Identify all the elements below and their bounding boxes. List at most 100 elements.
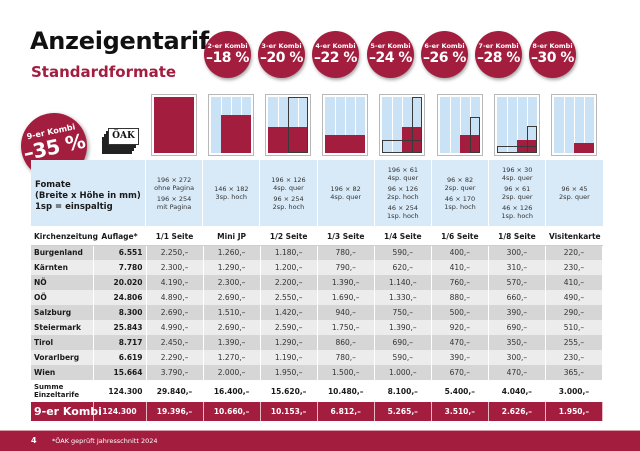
price-cell: 10.153,– <box>260 402 318 421</box>
column-divider <box>563 97 565 153</box>
column-header: Auflage* <box>93 229 147 246</box>
spec-desc: 2sp. quer <box>559 193 590 201</box>
kombi-row: 9-er Kombi 124.300 19.396,– 10.660,– 10.153,… <box>31 402 604 421</box>
footer-divider <box>0 430 640 431</box>
price-cell: 940,– <box>317 305 375 320</box>
table-row: Salzburg 8.300 2.690,– 1.510,– 1.420,– 940,– 7… <box>31 305 604 320</box>
price-cell: 750,– <box>374 305 432 320</box>
price-cell: 410,– <box>431 260 489 275</box>
column-header: Visitenkarte <box>545 229 604 246</box>
badge-value: –26 % <box>423 50 466 66</box>
alt-ad-outline <box>287 97 308 153</box>
spec-size: 196 × 61 <box>387 166 418 174</box>
column-header: 1/4 Seite <box>374 229 432 246</box>
tariff-table: Kirchenzeitung Auflage* 1/1 Seite Mini JP 1/… <box>31 229 604 421</box>
spec-label-line: Fomate <box>35 180 71 190</box>
price-cell: 1.750,– <box>317 320 375 335</box>
badge-value: –30 % <box>531 50 574 66</box>
price-cell: 8.100,– <box>374 380 432 402</box>
footer-bar: 4 *ÖAK geprüft Jahresschnitt 2024 <box>0 431 640 451</box>
price-cell: 2.550,– <box>260 290 318 305</box>
format-spec: 196 × 82 4sp. quer <box>316 160 374 226</box>
column-header: Mini JP <box>203 229 261 246</box>
price-cell: 570,– <box>488 275 546 290</box>
spec-size: 46 × 170 <box>444 194 476 203</box>
price-cell: 2.690,– <box>146 305 204 320</box>
price-cell: 1.190,– <box>260 350 318 365</box>
price-cell: 310,– <box>488 260 546 275</box>
format-icon-cell <box>545 94 602 156</box>
price-cell: 510,– <box>545 320 604 335</box>
circulation-cell: 6.619 <box>93 350 147 365</box>
price-cell: 3.510,– <box>431 402 489 421</box>
spec-size: 96 × 45 <box>561 185 588 193</box>
price-cell: 2.450,– <box>146 335 204 350</box>
column-header: 1/1 Seite <box>146 229 204 246</box>
table-row: Tirol 8.717 2.450,– 1.390,– 1.290,– 860,– 690,… <box>31 335 604 350</box>
row-label: Tirol <box>31 335 94 350</box>
row-label: Summe Einzeltarife <box>31 380 94 402</box>
price-cell: 390,– <box>431 350 489 365</box>
badge-label: 2-er Kombi <box>207 42 248 50</box>
row-label: NÖ <box>31 275 94 290</box>
price-cell: 2.690,– <box>203 320 261 335</box>
column-divider <box>277 97 279 153</box>
page-title: Anzeigentarife <box>30 27 225 55</box>
row-label: Wien <box>31 365 94 380</box>
format-icon-cell <box>431 94 488 156</box>
price-cell: 2.626,– <box>488 402 546 421</box>
column-divider <box>583 97 585 153</box>
alt-ad-outline <box>469 117 480 153</box>
price-cell: 880,– <box>431 290 489 305</box>
column-divider <box>459 97 461 153</box>
mini-jp-icon <box>207 94 254 156</box>
column-header: Kirchenzeitung <box>31 229 98 246</box>
column-divider <box>345 97 347 153</box>
price-cell: 2.300,– <box>146 260 204 275</box>
row-label: Vorarlberg <box>31 350 94 365</box>
column-divider <box>516 97 518 153</box>
price-cell: 780,– <box>317 245 375 260</box>
ad-area <box>573 142 594 153</box>
spec-desc: 1sp. hoch <box>444 202 476 211</box>
spec-size: 196 × 30 <box>502 166 533 174</box>
price-cell: 1.140,– <box>374 275 432 290</box>
column-divider <box>297 97 299 153</box>
oak-audit-logo: ÖAK <box>100 128 140 158</box>
spec-size: 96 × 254 <box>273 194 304 203</box>
column-divider <box>573 97 575 153</box>
page-area <box>210 97 251 153</box>
price-cell: 920,– <box>431 320 489 335</box>
spec-desc: 2sp. hoch <box>272 202 305 211</box>
spec-desc: 2sp. quer <box>444 183 476 192</box>
price-cell: 5.400,– <box>431 380 489 402</box>
price-cell: 2.290,– <box>146 350 204 365</box>
quarter-page-icon <box>379 94 426 156</box>
column-divider <box>335 97 337 153</box>
price-cell: 590,– <box>374 245 432 260</box>
badge-value: –22 % <box>314 50 357 66</box>
kombi-badge: 4-er Kombi –22 % <box>312 31 359 78</box>
format-spec: 146 × 182 3sp. hoch <box>202 160 259 226</box>
spec-desc: 3sp. hoch <box>215 193 248 201</box>
sixth-page-icon <box>436 94 483 156</box>
price-cell: 4.990,– <box>146 320 204 335</box>
price-cell: 1.290,– <box>260 335 318 350</box>
price-cell: 290,– <box>545 305 604 320</box>
price-cell: 2.000,– <box>203 365 261 380</box>
spec-desc: 4sp. quer <box>387 174 419 182</box>
third-page-icon <box>322 94 369 156</box>
column-divider <box>355 97 357 153</box>
spec-size: 196 × 82 <box>330 185 361 193</box>
price-cell: 410,– <box>545 275 604 290</box>
price-cell: 470,– <box>488 365 546 380</box>
price-cell: 4.040,– <box>488 380 546 402</box>
price-cell: 10.660,– <box>203 402 261 421</box>
spec-desc: 4sp. quer <box>273 183 304 192</box>
spec-size: 96 × 61 <box>504 185 531 193</box>
table-row: NÖ 20.020 4.190,– 2.300,– 2.200,– 1.390,– 1.14… <box>31 275 604 290</box>
page-area <box>553 97 594 153</box>
price-cell: 670,– <box>431 365 489 380</box>
circulation-cell: 8.717 <box>93 335 147 350</box>
badge-value: –28 % <box>477 50 520 66</box>
